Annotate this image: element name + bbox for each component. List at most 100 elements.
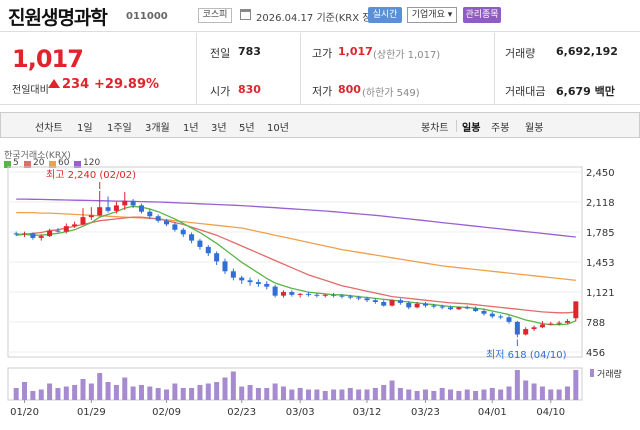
company-info-dropdown[interactable]: 기업개요 ▾ bbox=[407, 7, 457, 23]
candle[interactable] bbox=[47, 230, 53, 237]
candle[interactable] bbox=[222, 261, 228, 272]
management-badge[interactable]: 관리종목 bbox=[463, 7, 501, 23]
candle[interactable] bbox=[381, 301, 387, 306]
candle[interactable] bbox=[339, 295, 345, 297]
candle[interactable] bbox=[431, 305, 437, 307]
divider bbox=[300, 33, 301, 105]
candle[interactable] bbox=[197, 240, 203, 247]
candle[interactable] bbox=[138, 205, 144, 212]
candle[interactable] bbox=[239, 277, 245, 281]
candle[interactable] bbox=[481, 311, 487, 314]
candle[interactable] bbox=[514, 321, 520, 335]
candle[interactable] bbox=[331, 294, 337, 296]
candle[interactable] bbox=[255, 282, 261, 284]
candle[interactable] bbox=[498, 316, 504, 318]
candle[interactable] bbox=[306, 293, 312, 295]
candle[interactable] bbox=[88, 215, 94, 218]
open-label: 시가 bbox=[210, 85, 231, 98]
tab-5year[interactable]: 5년 bbox=[239, 123, 255, 134]
candle[interactable] bbox=[448, 307, 454, 310]
candle[interactable] bbox=[247, 280, 253, 283]
candle[interactable] bbox=[289, 292, 295, 295]
candle[interactable] bbox=[172, 224, 178, 230]
candle[interactable] bbox=[80, 217, 86, 225]
y-tick-label: 1,121 bbox=[586, 288, 615, 299]
candle[interactable] bbox=[564, 320, 570, 323]
candle[interactable] bbox=[189, 234, 195, 241]
tab-10year[interactable]: 10년 bbox=[267, 123, 289, 134]
candle[interactable] bbox=[464, 307, 470, 309]
x-tick-label: 01/20 bbox=[10, 407, 39, 418]
candle[interactable] bbox=[356, 297, 362, 299]
diff-label: 전일대비 bbox=[12, 85, 49, 96]
candle[interactable] bbox=[414, 303, 420, 308]
candle[interactable] bbox=[322, 294, 328, 296]
candle[interactable] bbox=[113, 205, 119, 211]
candle[interactable] bbox=[38, 236, 44, 238]
candle[interactable] bbox=[406, 302, 412, 308]
tab-line-chart[interactable]: 선차트 bbox=[35, 123, 63, 134]
candle[interactable] bbox=[531, 327, 537, 330]
realtime-button[interactable]: 실시간 bbox=[368, 7, 402, 23]
volume-frame bbox=[7, 367, 583, 401]
volume-bar bbox=[314, 389, 320, 400]
candle[interactable] bbox=[523, 329, 529, 335]
candle[interactable] bbox=[280, 292, 286, 296]
volume-bar bbox=[514, 370, 520, 400]
candle[interactable] bbox=[13, 233, 19, 235]
volume-bar bbox=[439, 388, 445, 400]
candle[interactable] bbox=[164, 220, 170, 225]
tab-1week[interactable]: 1주일 bbox=[107, 123, 132, 134]
candle[interactable] bbox=[506, 317, 512, 322]
candle[interactable] bbox=[72, 224, 78, 227]
candle[interactable] bbox=[422, 303, 428, 306]
candle[interactable] bbox=[130, 200, 136, 206]
candle[interactable] bbox=[314, 294, 320, 296]
tab-weekly[interactable]: 주봉 bbox=[491, 123, 510, 134]
candle[interactable] bbox=[456, 307, 462, 310]
candle[interactable] bbox=[155, 216, 161, 221]
candle[interactable] bbox=[230, 271, 236, 278]
candle[interactable] bbox=[205, 246, 211, 254]
tab-1day[interactable]: 1일 bbox=[77, 123, 93, 134]
candle[interactable] bbox=[297, 293, 303, 295]
ma5-line bbox=[16, 205, 577, 326]
candle[interactable] bbox=[364, 298, 370, 301]
candle[interactable] bbox=[439, 306, 445, 308]
volume-bar bbox=[13, 388, 19, 400]
volume-bar bbox=[531, 383, 537, 400]
candle[interactable] bbox=[214, 253, 220, 262]
price-panel: 1,017 전일대비 234 +29.89% 전일 783 고가 1,017 (… bbox=[0, 33, 640, 105]
tab-candle-chart[interactable]: 봉차트 bbox=[421, 123, 449, 134]
candle[interactable] bbox=[264, 283, 270, 287]
tab-3month[interactable]: 3개월 bbox=[145, 123, 170, 134]
candle[interactable] bbox=[573, 301, 579, 319]
candle[interactable] bbox=[556, 322, 562, 324]
volume-bar bbox=[72, 385, 78, 400]
candle[interactable] bbox=[389, 300, 395, 306]
candle[interactable] bbox=[147, 211, 153, 217]
candle[interactable] bbox=[272, 286, 278, 296]
volume-bar bbox=[105, 382, 111, 400]
candle[interactable] bbox=[372, 300, 378, 302]
candle[interactable] bbox=[30, 233, 36, 238]
candle[interactable] bbox=[97, 207, 103, 216]
tab-1year[interactable]: 1년 bbox=[183, 123, 199, 134]
candle[interactable] bbox=[180, 229, 186, 235]
volume-bar bbox=[130, 386, 136, 400]
candle[interactable] bbox=[397, 300, 403, 303]
candle[interactable] bbox=[539, 324, 545, 328]
candle[interactable] bbox=[63, 226, 69, 232]
candle[interactable] bbox=[55, 230, 61, 232]
tab-daily[interactable]: 일봉 bbox=[462, 123, 481, 134]
tab-3year[interactable]: 3년 bbox=[211, 123, 227, 134]
candle[interactable] bbox=[22, 233, 28, 235]
candle[interactable] bbox=[347, 296, 353, 298]
tab-monthly[interactable]: 월봉 bbox=[525, 123, 544, 134]
candle[interactable] bbox=[548, 323, 554, 325]
candle[interactable] bbox=[105, 207, 111, 211]
candle[interactable] bbox=[473, 308, 479, 312]
candle[interactable] bbox=[489, 313, 495, 317]
candle[interactable] bbox=[122, 200, 128, 206]
